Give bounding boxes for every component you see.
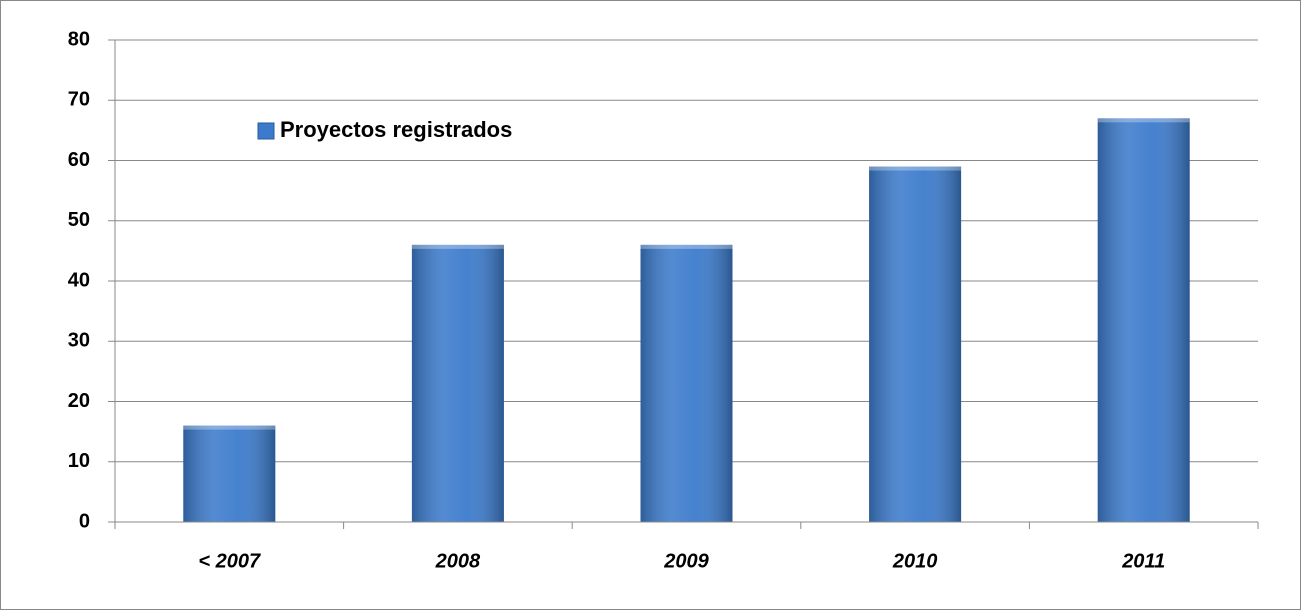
y-tick-label: 50	[68, 209, 90, 231]
bar-top	[1097, 118, 1190, 123]
bar-top	[640, 244, 733, 249]
bar	[640, 244, 733, 522]
bar-top	[183, 425, 276, 430]
y-tick-label: 40	[68, 269, 90, 291]
y-tick-label: 30	[68, 330, 90, 352]
legend-label: Proyectos registrados	[280, 117, 512, 142]
y-tick-label: 60	[68, 149, 90, 171]
bar	[183, 425, 276, 522]
x-tick-label: 2010	[892, 550, 938, 572]
bar	[1097, 118, 1190, 522]
y-tick-label: 70	[68, 89, 90, 111]
legend-swatch	[257, 122, 275, 140]
bar-top	[869, 166, 962, 171]
y-tick-label: 20	[68, 390, 90, 412]
y-tick-label: 10	[68, 450, 90, 472]
y-tick-label: 0	[79, 510, 90, 532]
bar	[411, 244, 504, 522]
x-tick-label: 2008	[435, 550, 481, 572]
x-tick-label: < 2007	[198, 550, 261, 572]
bar	[869, 166, 962, 522]
bar-top	[411, 244, 504, 249]
x-tick-label: 2011	[1121, 550, 1165, 572]
x-tick-label: 2009	[663, 550, 709, 572]
y-tick-label: 80	[68, 28, 90, 50]
